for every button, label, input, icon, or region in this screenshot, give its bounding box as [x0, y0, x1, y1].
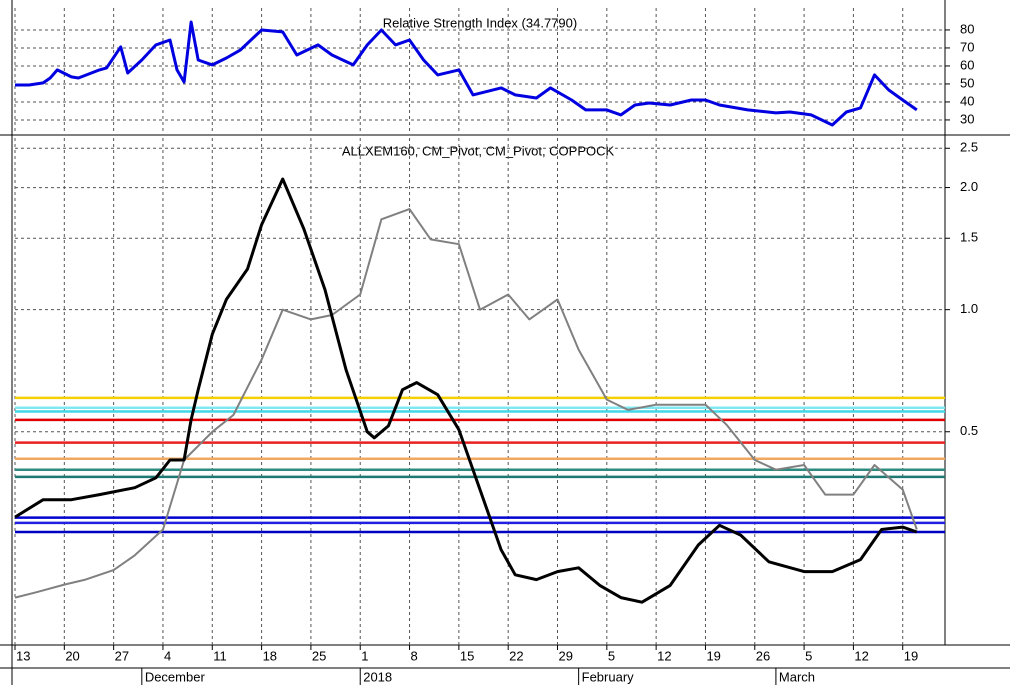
x-tick-label: 4 — [164, 648, 171, 663]
month-label: 2018 — [363, 669, 392, 684]
y-tick-label: 1.0 — [960, 301, 978, 316]
series-line — [15, 20, 918, 127]
month-label: December — [145, 669, 206, 684]
y-tick-label: 2.5 — [960, 140, 978, 155]
y-tick-label: 80 — [960, 21, 974, 36]
x-tick-label: 15 — [460, 648, 474, 663]
x-tick-label: 19 — [706, 648, 720, 663]
x-tick-label: 25 — [312, 648, 326, 663]
x-tick-label: 19 — [904, 648, 918, 663]
series-line — [14, 208, 918, 599]
x-tick-label: 13 — [16, 648, 30, 663]
y-tick-label: 70 — [960, 39, 974, 54]
y-tick-label: 40 — [960, 93, 974, 108]
x-tick-label: 12 — [854, 648, 868, 663]
x-tick-label: 12 — [657, 648, 671, 663]
x-tick-label: 20 — [65, 648, 79, 663]
rsi-title: Relative Strength Index (34.7790) — [383, 15, 577, 30]
x-tick-label: 27 — [115, 648, 129, 663]
y-tick-label: 0.5 — [960, 423, 978, 438]
y-tick-label: 30 — [960, 111, 974, 126]
x-tick-label: 11 — [213, 648, 227, 663]
x-tick-label: 26 — [756, 648, 770, 663]
y-tick-label: 1.5 — [960, 230, 978, 245]
y-tick-label: 50 — [960, 75, 974, 90]
y-tick-label: 60 — [960, 57, 974, 72]
x-tick-label: 5 — [805, 648, 812, 663]
x-tick-label: 5 — [608, 648, 615, 663]
series-line — [14, 177, 918, 604]
month-label: February — [582, 669, 635, 684]
x-tick-label: 22 — [509, 648, 523, 663]
x-tick-label: 1 — [361, 648, 368, 663]
x-tick-label: 8 — [411, 648, 418, 663]
x-tick-label: 18 — [263, 648, 277, 663]
x-tick-label: 29 — [559, 648, 573, 663]
month-label: March — [779, 669, 815, 684]
price-title: ALLXEM160, CM_Pivot, CM_Pivot, COPPOCK — [342, 143, 615, 158]
y-tick-label: 2.0 — [960, 179, 978, 194]
